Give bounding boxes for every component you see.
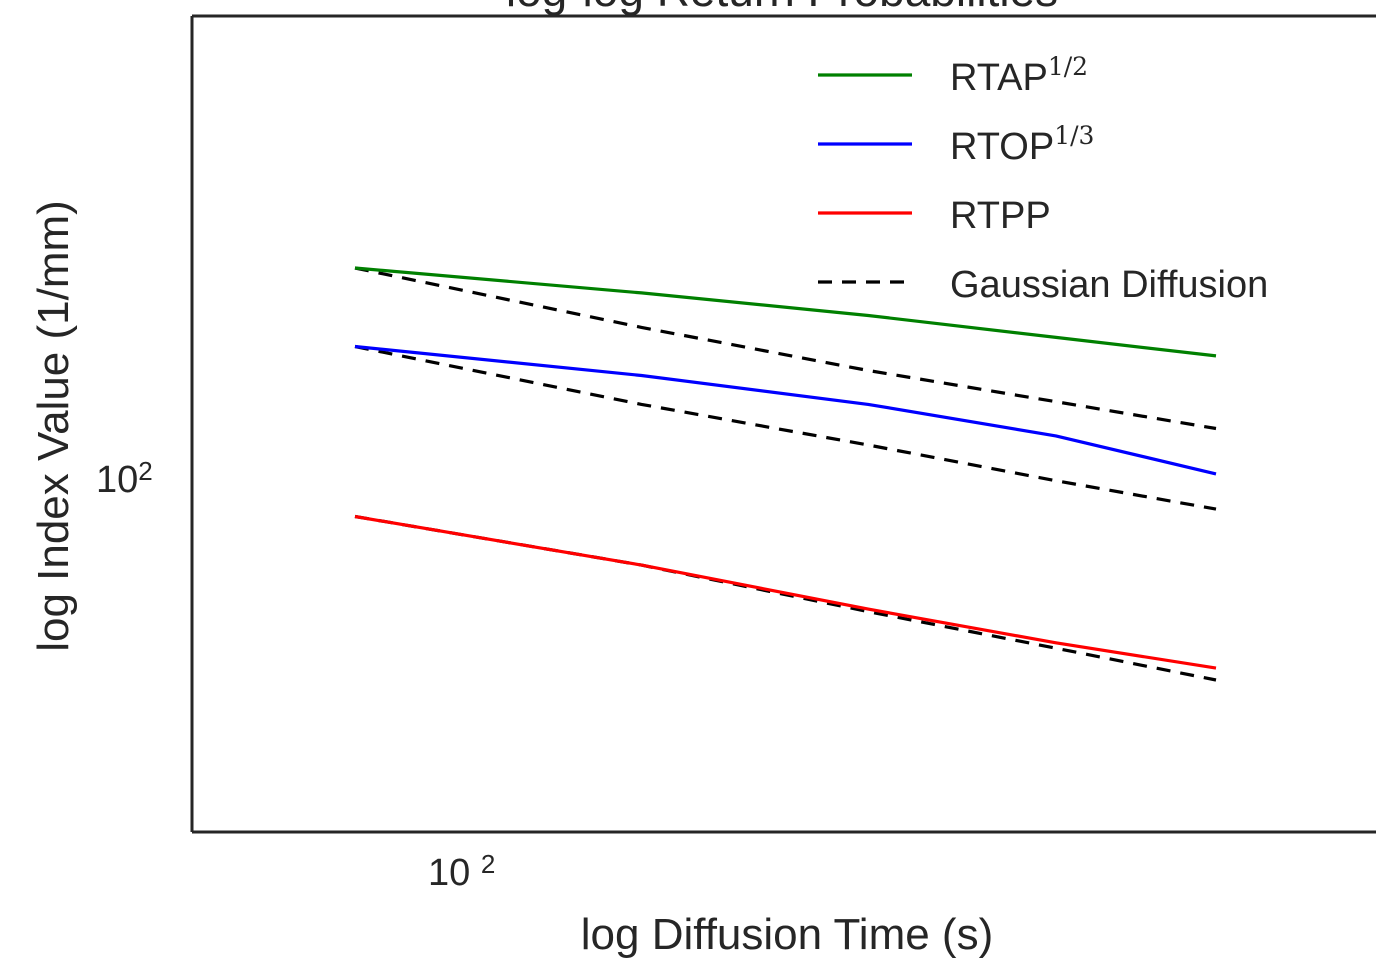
series-line-5 — [354, 514, 1217, 682]
series-line-0 — [354, 266, 1217, 358]
y-tick-label-0: 102 — [96, 456, 153, 501]
series-line-3 — [354, 266, 1217, 431]
series-layer — [354, 266, 1217, 682]
legend-label-0: RTAP1/2 — [950, 52, 1088, 99]
tick-layer: 10 2 102 — [96, 456, 495, 894]
legend-label-3: Gaussian Diffusion — [950, 264, 1268, 306]
legend: RTAP1/2 RTOP1/3 RTPP Gaussian Diffusion — [818, 52, 1268, 306]
series-line-1 — [354, 344, 1217, 476]
legend-label-2: RTPP — [950, 195, 1051, 237]
series-line-2 — [354, 514, 1217, 670]
x-tick-label-0: 10 2 — [428, 849, 495, 894]
x-axis-label: log Diffusion Time (s) — [581, 910, 993, 959]
y-axis-label: log Index Value (1/mm) — [29, 200, 78, 652]
chart-title: log-log Return Probabilities — [506, 0, 1058, 16]
series-line-4 — [354, 344, 1217, 511]
legend-label-1: RTOP1/3 — [950, 121, 1094, 168]
